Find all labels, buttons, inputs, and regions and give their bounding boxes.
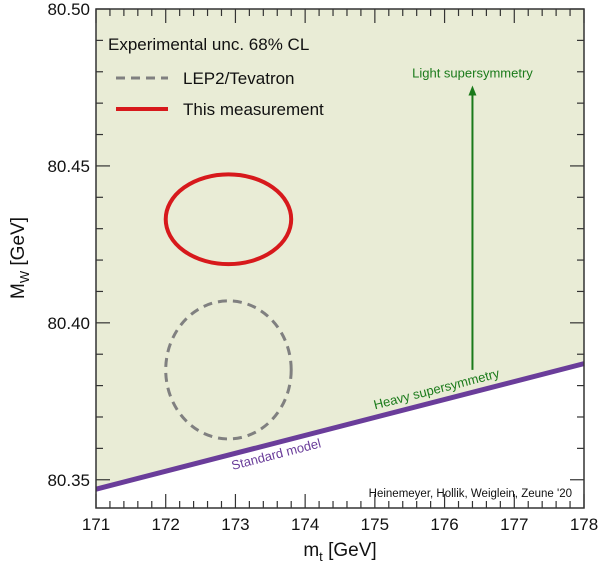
x-tick-label: 171: [82, 515, 110, 534]
lep2-tevatron-ellipse: [164, 299, 293, 441]
y-axis-label: MW [GeV]: [8, 217, 32, 299]
y-tick-label: 80.50: [47, 0, 90, 19]
credit-text: Heinemeyer, Hollik, Weiglein, Zeune '20: [369, 488, 572, 500]
legend-label-lep2: LEP2/Tevatron: [183, 69, 295, 88]
x-tick-label: 178: [570, 515, 598, 534]
susy-region: [96, 9, 584, 490]
x-axis-label: mt [GeV]: [303, 540, 376, 564]
y-tick-label: 80.45: [47, 157, 90, 176]
light-susy-label: Light supersymmetry: [412, 65, 533, 80]
x-tick-label: 172: [152, 515, 180, 534]
arrow-head-icon: [468, 85, 477, 96]
x-tick-label: 175: [361, 515, 389, 534]
y-tick-label: 80.35: [47, 471, 90, 490]
y-tick-label: 80.40: [47, 314, 90, 333]
tick-labels: 171 172 173 174 175 176 177 178 80.35 80.40 80.45 8…: [47, 0, 598, 534]
x-tick-label: 174: [291, 515, 319, 534]
this-measurement-ellipse: [163, 172, 294, 267]
legend-title: Experimental unc. 68% CL: [108, 35, 309, 54]
x-tick-label: 176: [430, 515, 458, 534]
legend-label-measurement: This measurement: [183, 100, 324, 119]
x-tick-label: 173: [221, 515, 249, 534]
x-tick-label: 177: [500, 515, 528, 534]
standard-model-line: [95, 361, 585, 492]
plot-frame: [95, 8, 585, 509]
